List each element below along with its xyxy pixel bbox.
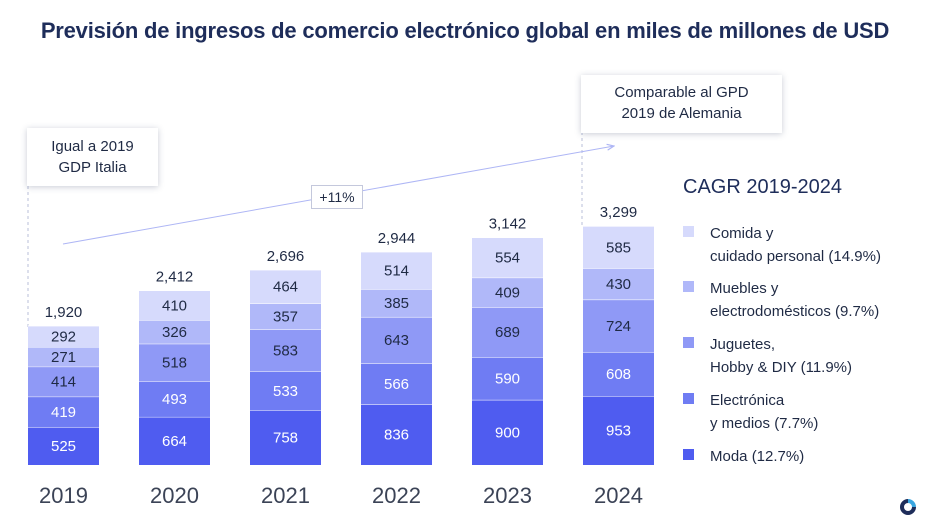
data-label: 585 — [606, 239, 631, 256]
x-axis-labels: 2019 2020 2021 2022 2023 2024 — [39, 483, 643, 508]
legend-swatch — [683, 449, 694, 460]
bar-segment — [28, 366, 99, 397]
data-label: 414 — [51, 374, 76, 391]
total-label: 3,299 — [600, 204, 638, 221]
bar-segment — [139, 290, 210, 321]
bar-segment — [28, 325, 99, 348]
bar-segment — [583, 226, 654, 269]
total-label: 2,696 — [267, 248, 305, 265]
data-label: 643 — [384, 332, 409, 349]
data-label: 836 — [384, 427, 409, 444]
data-label: 583 — [273, 342, 298, 359]
bar-segment — [472, 357, 543, 400]
bar-segment — [28, 426, 99, 465]
data-label: 724 — [606, 318, 631, 335]
bar-segment — [139, 381, 210, 417]
data-label: 689 — [495, 324, 520, 341]
data-label: 493 — [162, 391, 187, 408]
data-label: 271 — [51, 349, 76, 366]
bar-segment — [472, 237, 543, 278]
data-label: 409 — [495, 284, 520, 301]
data-label: 410 — [162, 297, 187, 314]
x-tick-label: 2024 — [594, 483, 643, 508]
data-label: 533 — [273, 383, 298, 400]
bar-segment — [472, 399, 543, 465]
data-label: 758 — [273, 430, 298, 447]
legend-label: Electrónica y medios (7.7%) — [710, 392, 819, 432]
data-label: 514 — [384, 262, 409, 279]
bar-segment — [583, 268, 654, 300]
bar-segment — [139, 416, 210, 465]
x-tick-label: 2023 — [483, 483, 532, 508]
legend-swatch — [683, 393, 694, 404]
data-label: 292 — [51, 328, 76, 345]
bar-segment — [361, 289, 432, 317]
x-tick-label: 2022 — [372, 483, 421, 508]
data-label: 900 — [495, 424, 520, 441]
data-label: 608 — [606, 366, 631, 383]
data-label: 326 — [162, 324, 187, 341]
data-label: 430 — [606, 276, 631, 293]
total-label: 1,920 — [45, 304, 83, 321]
bar-segment — [361, 363, 432, 405]
legend-label: Moda (12.7%) — [710, 448, 805, 465]
bar-segment — [28, 396, 99, 427]
data-label: 953 — [606, 423, 631, 440]
brand-logo-icon — [899, 498, 917, 516]
legend-label: Juguetes, Hobby & DIY (11.9%) — [710, 336, 853, 376]
legend-label: Comida y cuidado personal (14.9%) — [710, 225, 881, 265]
bar-segment — [361, 251, 432, 290]
bar-segment — [139, 343, 210, 382]
callout-alemania-gdp: Comparable al GPD 2019 de Alemania — [581, 75, 782, 133]
data-label: 525 — [51, 438, 76, 455]
legend-title: CAGR 2019-2024 — [683, 176, 842, 198]
bar-segment — [472, 277, 543, 308]
data-label: 518 — [162, 354, 187, 371]
data-label: 554 — [495, 250, 520, 267]
data-label: 419 — [51, 404, 76, 421]
bars-group: 525 419 414 271 292 1,920 664 493 518 326 410 2,412… — [28, 204, 654, 465]
total-label: 3,142 — [489, 216, 527, 233]
total-label: 2,944 — [378, 230, 416, 247]
data-label: 357 — [273, 308, 298, 325]
bar-segment — [361, 316, 432, 364]
bar-segment — [472, 307, 543, 358]
bar-segment — [583, 351, 654, 397]
bar-segment — [28, 347, 99, 367]
bar-segment — [250, 269, 321, 304]
x-tick-label: 2020 — [150, 483, 199, 508]
total-label: 2,412 — [156, 268, 194, 285]
bar-segment — [583, 299, 654, 352]
data-label: 664 — [162, 433, 187, 450]
x-tick-label: 2019 — [39, 483, 88, 508]
bar-segment — [250, 410, 321, 465]
data-label: 566 — [384, 376, 409, 393]
bar-segment — [139, 320, 210, 344]
bar-segment — [361, 404, 432, 465]
legend-swatch — [683, 337, 694, 348]
cagr-badge: +11% — [311, 185, 363, 209]
legend-label: Muebles y electrodomésticos (9.7%) — [710, 280, 880, 320]
data-label: 464 — [273, 279, 298, 296]
bar-segment — [250, 371, 321, 411]
chart-title: Previsión de ingresos de comercio electr… — [40, 18, 890, 43]
legend-swatch — [683, 226, 694, 237]
callout-italia-gdp: Igual a 2019 GDP Italia — [27, 128, 158, 186]
x-tick-label: 2021 — [261, 483, 310, 508]
bar-segment — [250, 303, 321, 330]
data-label: 385 — [384, 295, 409, 312]
data-label: 590 — [495, 370, 520, 387]
bar-segment — [250, 329, 321, 372]
legend-swatch — [683, 281, 694, 292]
bar-segment — [583, 396, 654, 465]
